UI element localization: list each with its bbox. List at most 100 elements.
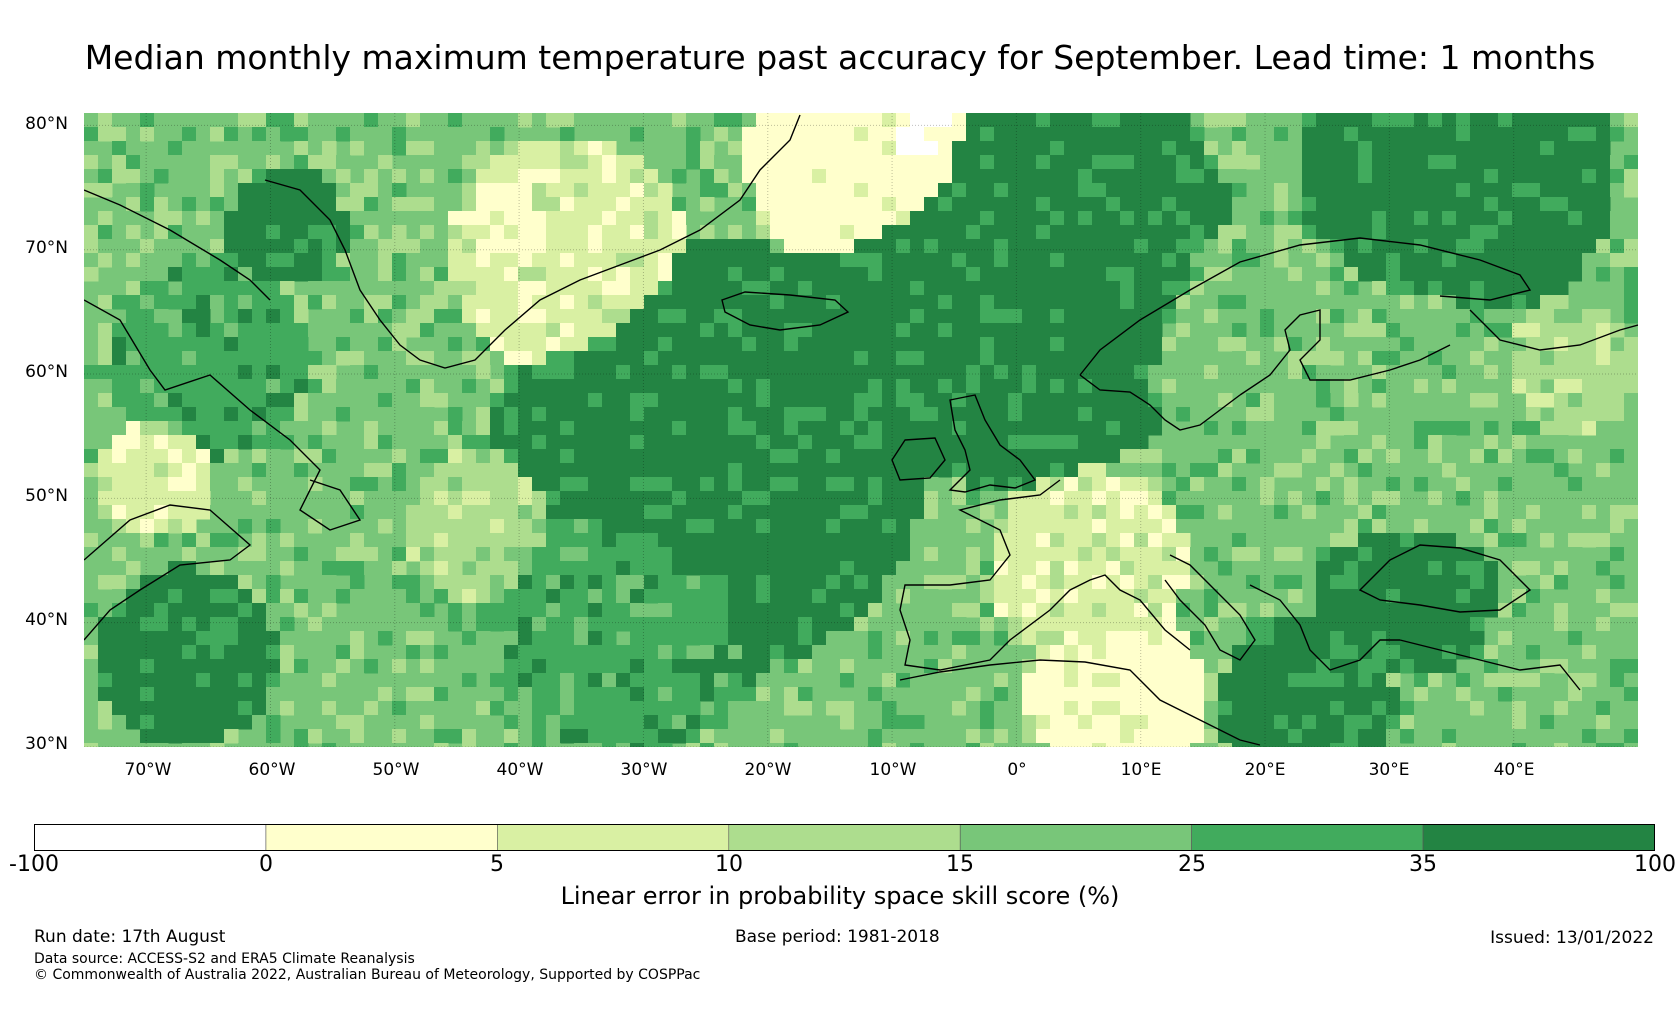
skill-cell [966, 701, 981, 716]
skill-cell [1554, 603, 1569, 618]
skill-cell [756, 421, 771, 436]
iceland-coast [721, 291, 850, 331]
skill-cell [980, 183, 995, 198]
skill-cell [210, 127, 225, 142]
skill-cell [1624, 729, 1638, 744]
skill-cell [798, 645, 813, 660]
skill-cell [1442, 687, 1457, 702]
skill-cell [448, 295, 463, 310]
skill-cell [910, 491, 925, 506]
skill-cell [560, 701, 575, 716]
skill-cell [560, 253, 575, 268]
skill-cell [252, 449, 267, 464]
skill-cell [798, 547, 813, 562]
skill-cell [882, 603, 897, 618]
skill-cell [1610, 715, 1625, 730]
skill-cell [140, 491, 155, 506]
skill-cell [1372, 477, 1387, 492]
skill-cell [1610, 505, 1625, 520]
skill-cell [812, 659, 827, 674]
skill-cell [1400, 449, 1415, 464]
skill-cell [448, 155, 463, 170]
skill-cell [1274, 141, 1289, 156]
skill-cell [980, 113, 995, 128]
skill-cell [196, 533, 211, 548]
skill-cell [420, 421, 435, 436]
skill-cell [1288, 589, 1303, 604]
skill-cell [574, 631, 589, 646]
skill-cell [700, 183, 715, 198]
skill-cell [238, 687, 253, 702]
skill-cell [196, 547, 211, 562]
skill-cell [1386, 281, 1401, 296]
skill-cell [1484, 505, 1499, 520]
skill-cell [420, 659, 435, 674]
skill-cell [672, 225, 687, 240]
skill-cell [168, 687, 183, 702]
skill-cell [238, 337, 253, 352]
skill-cell [1134, 309, 1149, 324]
skill-cell [1218, 603, 1233, 618]
skill-cell [84, 211, 99, 226]
skill-cell [182, 463, 197, 478]
skill-cell [434, 337, 449, 352]
skill-cell [98, 505, 113, 520]
skill-cell [98, 519, 113, 534]
skill-cell [336, 631, 351, 646]
skill-cell [1344, 197, 1359, 212]
skill-cell [336, 281, 351, 296]
skill-cell [546, 701, 561, 716]
skill-cell [714, 281, 729, 296]
skill-cell [462, 253, 477, 268]
skill-cell [1260, 743, 1275, 747]
skill-cell [434, 435, 449, 450]
skill-cell [504, 281, 519, 296]
skill-cell [1036, 309, 1051, 324]
skill-cell [1512, 309, 1527, 324]
skill-cell [1316, 197, 1331, 212]
skill-cell [840, 673, 855, 688]
skill-cell [252, 253, 267, 268]
skill-cell [1288, 645, 1303, 660]
skill-cell [322, 701, 337, 716]
skill-cell [882, 477, 897, 492]
skill-cell [196, 687, 211, 702]
skill-cell [392, 477, 407, 492]
skill-cell [672, 491, 687, 506]
skill-cell [406, 365, 421, 380]
skill-cell [140, 673, 155, 688]
skill-cell [602, 435, 617, 450]
skill-cell [154, 211, 169, 226]
skill-cell [1148, 253, 1163, 268]
skill-cell [476, 337, 491, 352]
skill-cell [574, 617, 589, 632]
skill-cell [1022, 519, 1037, 534]
skill-cell [84, 687, 99, 702]
skill-cell [364, 645, 379, 660]
skill-cell [1428, 449, 1443, 464]
skill-cell [980, 477, 995, 492]
skill-cell [714, 589, 729, 604]
skill-cell [84, 365, 99, 380]
skill-cell [700, 141, 715, 156]
skill-cell [812, 589, 827, 604]
skill-cell [238, 225, 253, 240]
skill-cell [756, 491, 771, 506]
skill-cell [784, 183, 799, 198]
skill-cell [910, 743, 925, 747]
skill-cell [630, 589, 645, 604]
skill-cell [868, 729, 883, 744]
skill-cell [98, 309, 113, 324]
skill-cell [336, 309, 351, 324]
skill-cell [798, 169, 813, 184]
skill-cell [1596, 407, 1611, 422]
skill-cell [1008, 505, 1023, 520]
skill-cell [854, 281, 869, 296]
skill-cell [392, 393, 407, 408]
skill-cell [854, 491, 869, 506]
skill-cell [1330, 225, 1345, 240]
skill-cell [1386, 715, 1401, 730]
skill-cell [1064, 393, 1079, 408]
skill-cell [392, 169, 407, 184]
skill-cell [294, 631, 309, 646]
